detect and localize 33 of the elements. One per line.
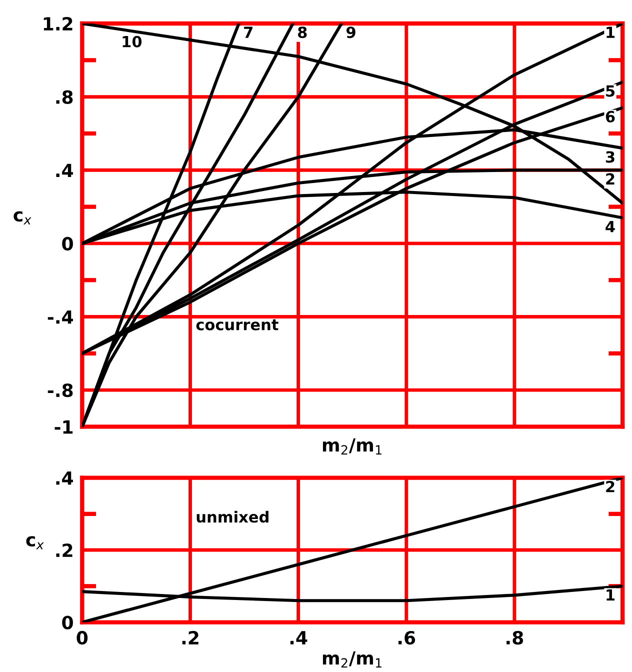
y-axis-title: c$_{x}$ [26, 536, 44, 550]
series-label: 4 [606, 221, 615, 232]
y-tick-label: 0 [62, 236, 73, 251]
x-axis-title: m$_{2}$/m$_{1}$ [322, 651, 382, 668]
series-label: 6 [606, 110, 615, 122]
series-label: 9 [346, 26, 356, 38]
x-tick-label: .8 [506, 630, 524, 645]
series-label: 1 [606, 26, 615, 38]
series-label: 2 [606, 480, 614, 492]
series-label: 10 [122, 36, 142, 48]
y-tick-label: -.4 [48, 310, 73, 324]
y-tick-label: -1 [54, 420, 73, 434]
series-label: 3 [606, 151, 614, 163]
x-tick-label: 0 [76, 630, 88, 645]
x-tick-label: .4 [290, 631, 308, 644]
y-tick-label: 1.2 [44, 16, 72, 30]
annotation: cocurrent [196, 319, 278, 330]
y-tick-label: .2 [56, 543, 72, 557]
y-tick-label: 0 [62, 616, 73, 630]
x-tick-label: .6 [398, 630, 416, 645]
series-label: 5 [606, 85, 615, 97]
y-axis-title: c$_{x}$ [14, 211, 32, 224]
series-label: 1 [606, 589, 615, 601]
series-label: 7 [244, 26, 252, 38]
series-label: 8 [298, 26, 307, 38]
y-tick-label: -.8 [48, 384, 73, 398]
y-tick-label: .4 [56, 471, 73, 485]
x-tick-label: .2 [182, 630, 198, 644]
x-axis-title: m$_{2}$/m$_{1}$ [322, 438, 382, 454]
y-tick-label: .4 [56, 164, 73, 177]
y-tick-label: .8 [56, 90, 73, 104]
series-label: 2 [606, 173, 614, 185]
annotation: unmixed [196, 510, 268, 523]
